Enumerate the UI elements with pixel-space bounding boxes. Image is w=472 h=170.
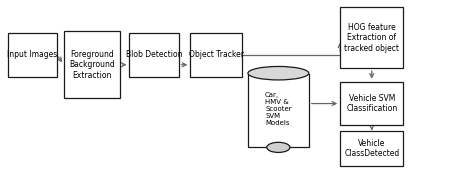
Ellipse shape bbox=[267, 142, 290, 152]
Text: Input Images: Input Images bbox=[7, 50, 58, 59]
FancyBboxPatch shape bbox=[340, 82, 404, 125]
FancyBboxPatch shape bbox=[64, 31, 120, 98]
FancyBboxPatch shape bbox=[129, 33, 178, 76]
FancyBboxPatch shape bbox=[340, 7, 404, 68]
FancyBboxPatch shape bbox=[190, 33, 242, 76]
Text: Blob Detection: Blob Detection bbox=[126, 50, 182, 59]
Text: Car,
HMV &
Scooter
SVM
Models: Car, HMV & Scooter SVM Models bbox=[265, 92, 292, 126]
Text: HOG feature
Extraction of
tracked object: HOG feature Extraction of tracked object bbox=[344, 23, 399, 53]
FancyBboxPatch shape bbox=[8, 33, 57, 76]
Ellipse shape bbox=[248, 66, 309, 80]
Text: Vehicle SVM
Classification: Vehicle SVM Classification bbox=[346, 94, 397, 113]
Text: Foreground
Background
Extraction: Foreground Background Extraction bbox=[69, 50, 115, 80]
Text: Vehicle
ClassDetected: Vehicle ClassDetected bbox=[344, 139, 399, 158]
FancyBboxPatch shape bbox=[248, 73, 309, 147]
FancyBboxPatch shape bbox=[340, 131, 404, 166]
Text: Object Tracker: Object Tracker bbox=[188, 50, 244, 59]
